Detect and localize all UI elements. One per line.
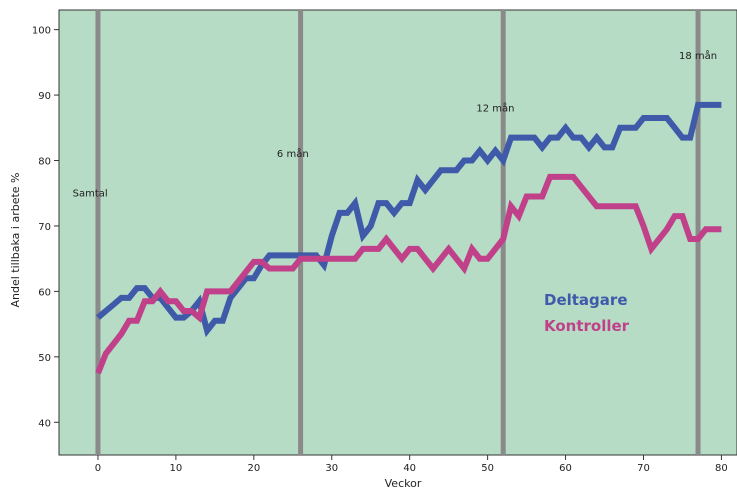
x-tick-label: 0 [95, 463, 101, 474]
y-tick-label: 40 [38, 418, 51, 429]
legend: Deltagare Kontroller [544, 291, 630, 335]
x-tick-label: 10 [170, 463, 183, 474]
y-tick-label: 100 [32, 26, 51, 37]
x-tick-label: 30 [325, 463, 338, 474]
x-tick-label: 80 [715, 463, 728, 474]
x-tick-label: 40 [403, 463, 416, 474]
marker-label-1: 6 mån [277, 147, 309, 160]
marker-label-3: 18 mån [679, 49, 717, 62]
series-lines [95, 101, 722, 375]
y-tick-label: 70 [38, 222, 51, 233]
y-axis-title: Andel tillbaka i arbete % [9, 172, 22, 307]
legend-label-kontroller: Kontroller [544, 317, 630, 335]
y-tick-label: 90 [38, 91, 51, 102]
x-tick-label: 20 [247, 463, 260, 474]
series-line-kontroller [95, 173, 722, 375]
y-axis: 40 50 60 70 80 90 100 [32, 26, 59, 429]
y-tick-label: 50 [38, 353, 51, 364]
x-tick-label: 50 [481, 463, 494, 474]
y-tick-label: 60 [38, 287, 51, 298]
plot-background [58, 9, 737, 456]
x-tick-label: 70 [637, 463, 650, 474]
x-axis: 0 10 20 30 40 50 60 70 80 [95, 455, 728, 474]
x-axis-title: Veckor [385, 477, 422, 488]
y-tick-label: 80 [38, 157, 51, 168]
legend-label-deltagare: Deltagare [544, 291, 628, 309]
marker-label-0: Samtal [73, 189, 108, 200]
marker-annotations: Samtal 6 mån 12 mån 18 mån [73, 49, 717, 199]
x-tick-label: 60 [559, 463, 572, 474]
marker-label-2: 12 mån [476, 101, 514, 114]
